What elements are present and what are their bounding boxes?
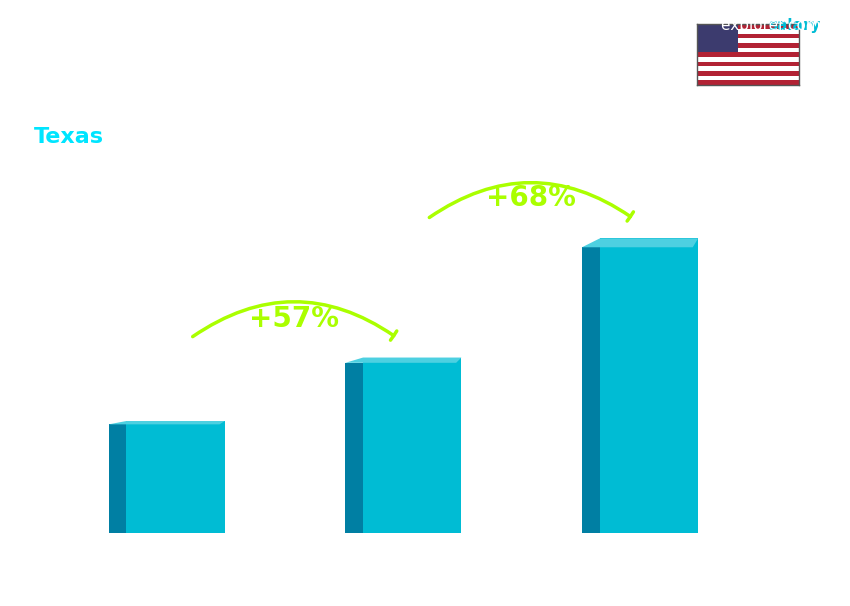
FancyBboxPatch shape [582, 247, 600, 533]
Text: 115,000 USD: 115,000 USD [101, 395, 219, 412]
Bar [697, 62, 799, 66]
Text: Public Health Analyst: Public Health Analyst [34, 85, 240, 104]
Polygon shape [109, 421, 224, 424]
Text: +57%: +57% [249, 305, 339, 333]
Bar [697, 24, 799, 29]
FancyBboxPatch shape [363, 358, 462, 533]
Bar [697, 33, 799, 38]
Bar [697, 52, 799, 57]
Text: Bachelor's
Degree: Bachelor's Degree [128, 551, 223, 590]
Bar [697, 66, 799, 71]
FancyBboxPatch shape [127, 421, 224, 533]
Text: Master's
Degree: Master's Degree [374, 551, 450, 590]
Text: Average Yearly Salary: Average Yearly Salary [824, 235, 837, 371]
Bar [697, 24, 738, 52]
Polygon shape [345, 358, 462, 363]
Text: Salary Comparison By Education: Salary Comparison By Education [34, 30, 591, 59]
Text: PhD: PhD [631, 551, 667, 569]
Text: +68%: +68% [485, 184, 575, 212]
FancyBboxPatch shape [600, 238, 698, 533]
Bar [697, 57, 799, 62]
Text: salary: salary [768, 18, 820, 33]
Bar [697, 71, 799, 76]
Polygon shape [582, 238, 698, 247]
FancyBboxPatch shape [109, 424, 127, 533]
FancyBboxPatch shape [345, 363, 363, 533]
Bar [697, 43, 799, 47]
Text: 302,000 USD: 302,000 USD [516, 211, 633, 230]
Bar [697, 80, 799, 85]
Text: 180,000 USD: 180,000 USD [279, 331, 397, 348]
Text: Texas: Texas [34, 127, 104, 147]
Text: explorer.com: explorer.com [682, 18, 820, 33]
Bar [697, 29, 799, 33]
Bar [697, 47, 799, 52]
Bar [697, 38, 799, 43]
Bar [697, 76, 799, 80]
